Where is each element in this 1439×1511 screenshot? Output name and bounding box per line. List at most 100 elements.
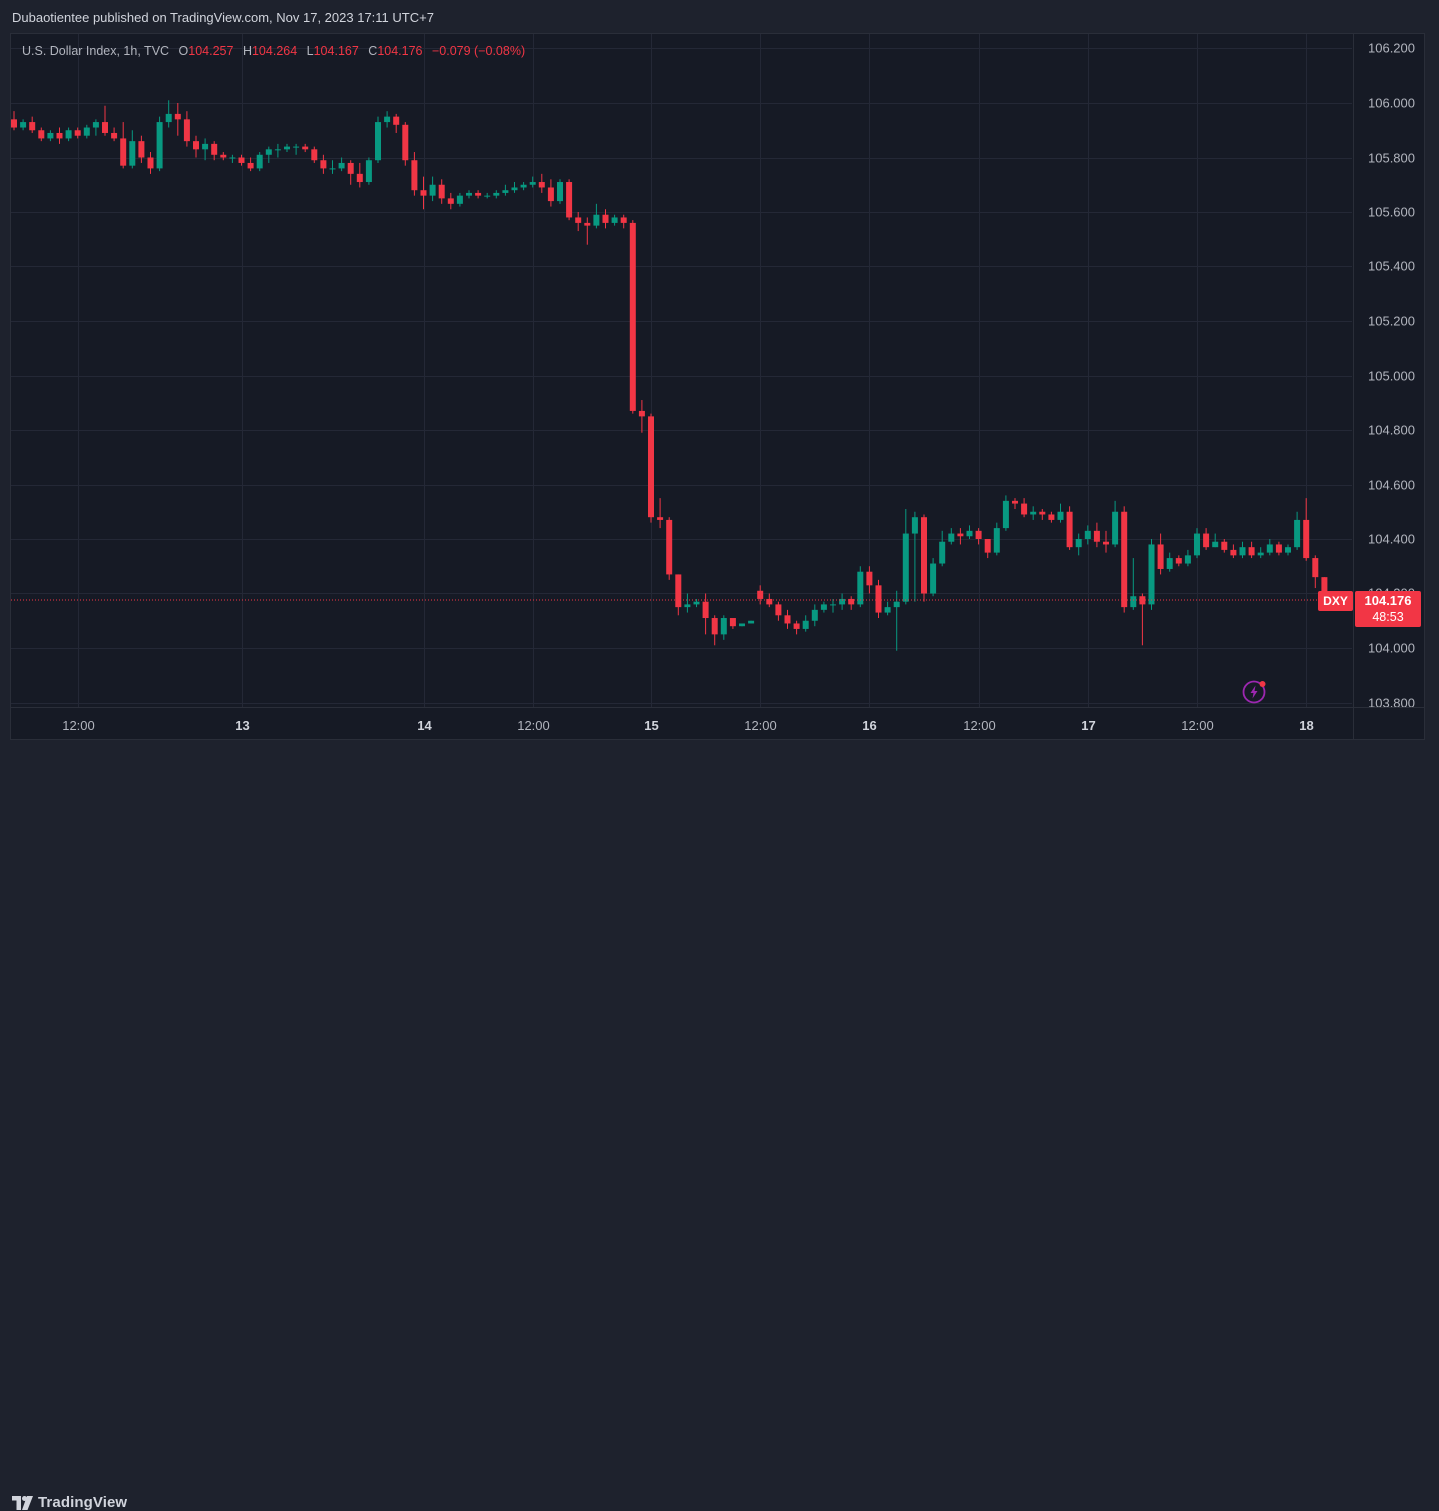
candle-down[interactable] <box>183 119 190 142</box>
candle-down[interactable] <box>1121 511 1128 608</box>
candle-down[interactable] <box>1230 549 1237 556</box>
candle-up[interactable] <box>1057 511 1064 520</box>
candlestick-chart[interactable]: 106.200 106.000 105.800 105.600 105.400 105.2… <box>0 0 1439 784</box>
candle-down[interactable] <box>29 122 36 131</box>
candle-down[interactable] <box>566 182 573 218</box>
candle-down[interactable] <box>402 124 409 161</box>
candle-down[interactable] <box>138 141 145 158</box>
candle-down[interactable] <box>575 217 582 223</box>
candle-down[interactable] <box>102 122 108 133</box>
candle-up[interactable] <box>1148 544 1155 605</box>
candle-up[interactable] <box>930 563 937 594</box>
candle-up[interactable] <box>1002 500 1009 529</box>
candle-down[interactable] <box>657 517 664 520</box>
candle-down[interactable] <box>447 198 454 204</box>
candle-up[interactable] <box>830 604 836 606</box>
candle-down[interactable] <box>675 574 682 608</box>
candle-down[interactable] <box>38 130 45 139</box>
candle-down[interactable] <box>174 113 181 120</box>
candle-up[interactable] <box>429 184 436 196</box>
candle-down[interactable] <box>648 416 654 518</box>
candle-up[interactable] <box>748 620 755 624</box>
candle-down[interactable] <box>711 618 718 635</box>
candle-up[interactable] <box>202 143 209 150</box>
candle-down[interactable] <box>111 132 118 139</box>
candle-up[interactable] <box>384 116 391 123</box>
candle-up[interactable] <box>693 601 700 605</box>
candle-down[interactable] <box>147 157 154 169</box>
candle-up[interactable] <box>884 607 891 613</box>
candle-up[interactable] <box>948 533 955 542</box>
candle-down[interactable] <box>629 222 636 411</box>
candle-down[interactable] <box>311 149 318 161</box>
candle-up[interactable] <box>365 160 372 183</box>
candle-up[interactable] <box>911 517 918 534</box>
candle-up[interactable] <box>720 618 727 635</box>
candle-up[interactable] <box>1075 539 1082 548</box>
legend-symbol[interactable]: U.S. Dollar Index, 1h, TVC <box>22 44 170 58</box>
candle-down[interactable] <box>984 539 991 553</box>
candle-up[interactable] <box>1266 544 1273 553</box>
candle-up[interactable] <box>1030 511 1037 515</box>
candle-up[interactable] <box>256 154 263 169</box>
candle-up[interactable] <box>293 146 300 148</box>
candle-up[interactable] <box>993 528 1000 553</box>
candle-down[interactable] <box>620 217 627 223</box>
candle-down[interactable] <box>11 119 17 128</box>
candle-up[interactable] <box>893 601 900 608</box>
candle-up[interactable] <box>20 122 27 128</box>
candle-down[interactable] <box>875 585 882 613</box>
candle-down[interactable] <box>1221 541 1228 550</box>
lightning-bolt-icon[interactable] <box>1242 680 1266 704</box>
candle-down[interactable] <box>775 604 782 616</box>
candle-down[interactable] <box>1175 558 1182 564</box>
candle-up[interactable] <box>939 541 946 564</box>
candle-up[interactable] <box>156 122 163 169</box>
candle-up[interactable] <box>274 149 281 151</box>
candle-up[interactable] <box>684 604 691 608</box>
candle-down[interactable] <box>584 222 591 226</box>
candle-up[interactable] <box>265 149 272 155</box>
candle-down[interactable] <box>793 623 800 629</box>
candle-up[interactable] <box>857 571 864 605</box>
candle-up[interactable] <box>839 598 846 605</box>
candle-up[interactable] <box>165 113 172 123</box>
candle-down[interactable] <box>1048 514 1055 520</box>
candle-up[interactable] <box>1166 558 1173 569</box>
candle-down[interactable] <box>1021 503 1028 515</box>
candle-down[interactable] <box>702 601 709 619</box>
candle-down[interactable] <box>120 138 127 166</box>
candle-up[interactable] <box>966 530 973 537</box>
candle-up[interactable] <box>1194 533 1200 556</box>
candle-down[interactable] <box>729 618 736 627</box>
candle-up[interactable] <box>1112 511 1119 545</box>
candle-down[interactable] <box>766 598 773 605</box>
candle-down[interactable] <box>848 598 855 605</box>
candle-down[interactable] <box>1093 530 1100 542</box>
candle-up[interactable] <box>557 182 563 202</box>
candle-down[interactable] <box>602 214 609 223</box>
candle-down[interactable] <box>666 519 673 575</box>
candle-up[interactable] <box>1257 552 1264 556</box>
candle-up[interactable] <box>739 623 745 627</box>
candle-up[interactable] <box>529 182 536 185</box>
candle-down[interactable] <box>56 132 63 139</box>
candle-up[interactable] <box>593 214 600 226</box>
candle-down[interactable] <box>247 162 254 169</box>
candle-down[interactable] <box>238 157 245 163</box>
candle-up[interactable] <box>902 533 909 602</box>
candle-up[interactable] <box>502 190 509 193</box>
candle-down[interactable] <box>220 154 227 158</box>
candle-down[interactable] <box>347 162 354 174</box>
candle-up[interactable] <box>493 192 500 196</box>
candle-down[interactable] <box>1103 541 1109 545</box>
candle-up[interactable] <box>820 604 827 610</box>
candle-down[interactable] <box>866 571 873 586</box>
candle-up[interactable] <box>802 620 809 629</box>
candle-down[interactable] <box>957 533 964 537</box>
candle-down[interactable] <box>193 141 199 150</box>
candle-up[interactable] <box>284 146 290 150</box>
candle-down[interactable] <box>1203 533 1210 548</box>
candle-down[interactable] <box>1312 558 1319 578</box>
candle-up[interactable] <box>329 168 336 170</box>
